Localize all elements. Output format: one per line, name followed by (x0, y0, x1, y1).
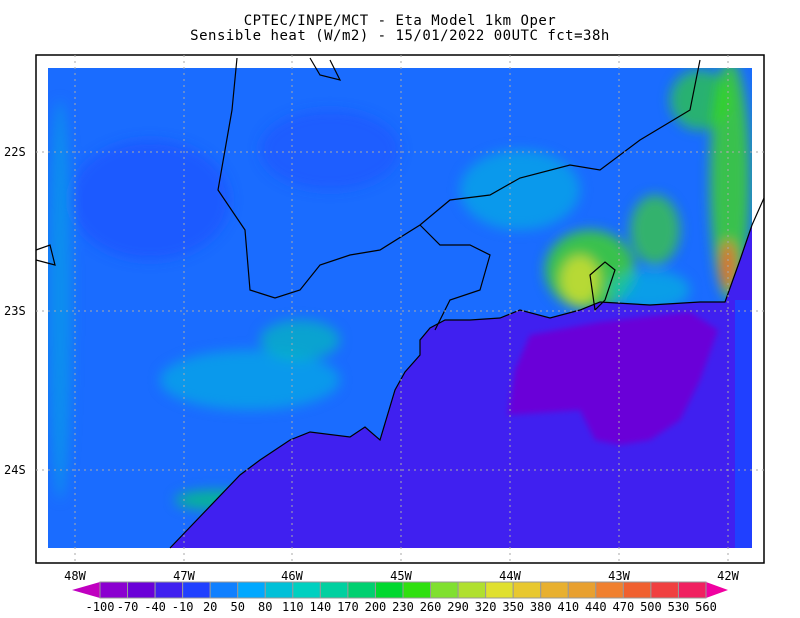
lat-label: 22S (4, 145, 26, 159)
colorbar-label: 20 (202, 600, 218, 614)
colorbar-box (567, 581, 597, 599)
colorbar (72, 581, 728, 599)
coastline-and-borders (35, 57, 765, 549)
colorbar-label: 500 (640, 600, 662, 614)
colorbar-box (154, 581, 184, 599)
lon-label: 45W (390, 569, 412, 583)
colorbar-label: 560 (695, 600, 717, 614)
lon-label: 44W (499, 569, 521, 583)
colorbar-box (292, 581, 321, 599)
colorbar-label: 290 (447, 600, 469, 614)
ocean-low-region (508, 312, 718, 445)
colorbar-box (182, 581, 211, 599)
ocean-field (170, 225, 752, 548)
colorbar-box (650, 581, 679, 599)
colorbar-label: 50 (230, 600, 245, 614)
colorbar-box (677, 581, 707, 599)
colorbar-label: -10 (171, 600, 194, 614)
colorbar-label: 440 (584, 600, 607, 614)
colorbar-box (485, 581, 514, 599)
colorbar-box (127, 581, 156, 599)
colorbar-box (347, 581, 376, 599)
colorbar-box (374, 581, 404, 599)
lat-label: 24S (4, 463, 26, 477)
colorbar-box (622, 581, 652, 599)
colorbar-label: 470 (612, 600, 635, 614)
lon-label: 47W (173, 569, 195, 583)
colorbar-box (99, 581, 129, 599)
colorbar-over-triangle (706, 582, 728, 598)
colorbar-label: 80 (258, 600, 273, 614)
colorbar-label: 350 (502, 600, 525, 614)
ocean-east-strip (735, 300, 752, 548)
colorbar-label: -100 (85, 600, 115, 614)
lon-label: 43W (608, 569, 630, 583)
colorbar-box (402, 581, 432, 599)
colorbar-box (264, 581, 294, 599)
colorbar-label: 200 (364, 600, 387, 614)
land-variation (48, 68, 750, 510)
colorbar-label: 320 (474, 600, 497, 614)
colorbar-label: -40 (144, 600, 166, 614)
colorbar-label: 230 (392, 600, 414, 614)
colorbar-box (319, 581, 349, 599)
lon-label: 48W (64, 569, 86, 583)
colorbar-label: 410 (557, 600, 580, 614)
colorbar-box (430, 581, 459, 599)
gridlines (36, 55, 764, 563)
colorbar-box (457, 581, 487, 599)
colorbar-label: 140 (309, 600, 332, 614)
colorbar-label: 380 (529, 600, 552, 614)
colorbar-box (237, 581, 266, 599)
colorbar-label: -70 (116, 600, 139, 614)
colorbar-box (540, 581, 569, 599)
title-line-1: CPTEC/INPE/MCT - Eta Model 1km Oper (243, 13, 557, 29)
title-line-2: Sensible heat (W/m2) - 15/01/2022 00UTC … (190, 28, 610, 44)
colorbar-label: 110 (281, 600, 304, 614)
colorbar-under-triangle (72, 582, 100, 598)
colorbar-box (595, 581, 624, 599)
colorbar-box (209, 581, 239, 599)
colorbar-label: 170 (337, 600, 359, 614)
lon-label: 42W (717, 569, 739, 583)
colorbar-label: 530 (667, 600, 690, 614)
colorbar-label: 260 (419, 600, 442, 614)
lat-label: 23S (4, 304, 26, 318)
colorbar-box (512, 581, 542, 599)
lon-label: 46W (281, 569, 303, 583)
